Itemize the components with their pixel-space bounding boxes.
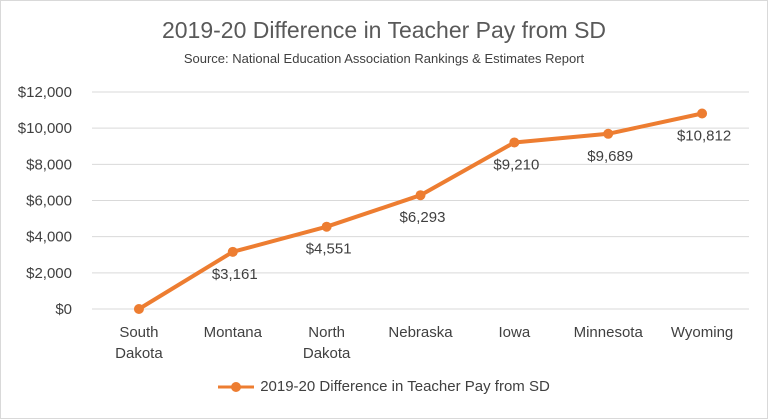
x-tick-label: North Dakota: [303, 324, 351, 362]
x-tick-label: Minnesota: [574, 324, 644, 341]
x-tick-label: South Dakota: [115, 324, 163, 362]
data-label: $9,689: [587, 148, 633, 165]
x-tick-label: Iowa: [499, 324, 531, 341]
x-tick-label: Montana: [204, 324, 263, 341]
data-label: $6,293: [400, 209, 446, 226]
data-point: [415, 190, 426, 201]
legend-marker-icon: [218, 381, 255, 392]
y-tick-label: $6,000: [26, 193, 72, 210]
y-tick-label: $10,000: [18, 120, 72, 137]
y-tick-label: $4,000: [26, 229, 72, 246]
data-label: $4,551: [306, 241, 352, 258]
y-tick-label: $8,000: [26, 156, 72, 173]
data-point: [321, 221, 332, 232]
chart-title: 2019-20 Difference in Teacher Pay from S…: [161, 17, 607, 43]
series-line-group: [133, 108, 708, 314]
y-tick-label: $2,000: [26, 265, 72, 282]
data-point: [697, 108, 708, 119]
data-point: [509, 137, 520, 148]
data-label: $10,812: [677, 127, 731, 144]
legend: 2019-20 Difference in Teacher Pay from S…: [1, 378, 767, 395]
x-tick-label: Nebraska: [388, 324, 453, 341]
y-tick-label: $12,000: [18, 84, 72, 101]
data-point: [133, 304, 144, 314]
legend-label: 2019-20 Difference in Teacher Pay from S…: [260, 378, 550, 395]
data-label: $3,161: [212, 266, 258, 283]
chart-subtitle: Source: National Education Association R…: [183, 51, 585, 66]
data-point: [227, 246, 238, 257]
y-tick-label: $0: [55, 301, 72, 318]
data-point: [603, 128, 614, 139]
y-axis-tick-labels: $0 $2,000 $4,000 $6,000 $8,000 $10,000 $12,000: [18, 84, 72, 318]
x-tick-label: Wyoming: [671, 324, 733, 341]
data-label: $9,210: [493, 156, 539, 173]
gridlines: [92, 91, 749, 310]
x-axis-tick-labels: South Dakota Montana North Dakota Nebraska Iow…: [115, 324, 733, 362]
data-labels: $3,161 $4,551 $6,293 $9,210 $9,689 $10,812: [212, 127, 731, 282]
